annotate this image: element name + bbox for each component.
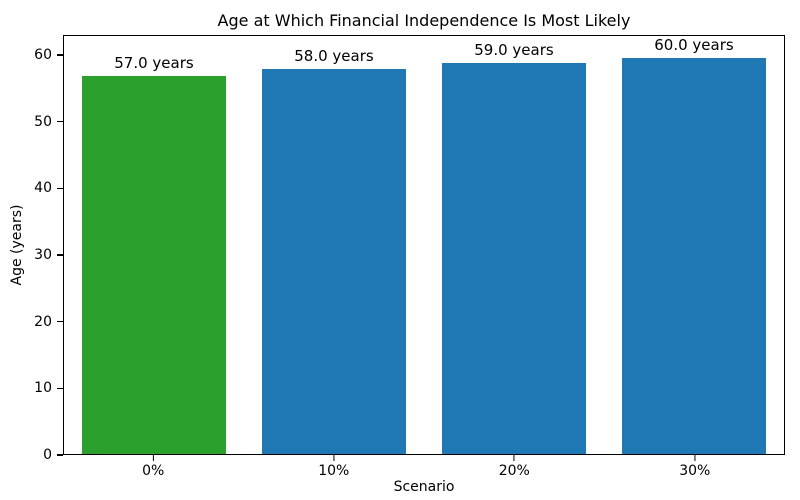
bar-value-label: 57.0 years — [114, 53, 194, 72]
y-tick-label: 20 — [34, 313, 52, 330]
x-tick-mark — [694, 455, 696, 461]
x-tick-label: 20% — [498, 463, 530, 479]
bar-plot: 57.0 years 58.0 years 59.0 years 60.0 ye… — [64, 36, 784, 454]
y-tick: 40 — [34, 180, 63, 196]
y-tick-mark — [57, 187, 63, 189]
bar-value-label: 60.0 years — [654, 36, 734, 54]
x-axis-label: Scenario — [393, 479, 455, 495]
y-tick-label: 30 — [34, 247, 52, 263]
x-tick-mark — [333, 455, 335, 461]
bar — [82, 75, 226, 454]
x-tick: 20% — [499, 455, 530, 479]
y-tick-mark — [57, 121, 63, 123]
y-tick: 50 — [34, 114, 63, 130]
x-tick-mark — [513, 455, 515, 461]
bar — [622, 58, 766, 454]
y-axis: 0 10 20 30 40 50 60 — [0, 35, 63, 463]
bar-group-10-percent: 58.0 years — [244, 36, 424, 454]
x-tick-label: 0% — [142, 463, 165, 479]
y-tick: 0 — [43, 447, 63, 463]
y-tick-label: 0 — [43, 447, 52, 463]
y-tick-label: 50 — [34, 113, 52, 130]
y-tick-label: 10 — [34, 380, 52, 397]
chart-title: Age at Which Financial Independence Is M… — [217, 11, 631, 30]
bar-value-label: 59.0 years — [474, 40, 554, 59]
bar-group-20-percent: 59.0 years — [424, 36, 604, 454]
y-tick-mark — [57, 321, 63, 323]
y-tick-label: 40 — [34, 180, 52, 197]
bar — [262, 69, 406, 454]
y-tick-label: 60 — [34, 47, 52, 63]
bar-group-30-percent: 60.0 years — [604, 36, 784, 454]
bar-group-0-percent: 57.0 years — [64, 36, 244, 454]
x-tick-mark — [152, 455, 154, 461]
x-tick-label: 10% — [318, 463, 350, 479]
y-tick-mark — [57, 454, 63, 456]
y-tick-mark — [57, 54, 63, 56]
y-tick-mark — [57, 254, 63, 256]
x-tick-label: 30% — [679, 463, 711, 479]
x-tick: 30% — [679, 455, 710, 479]
y-tick-mark — [57, 387, 63, 389]
y-tick: 20 — [34, 314, 63, 330]
y-tick: 60 — [34, 47, 63, 63]
x-tick: 0% — [142, 455, 164, 479]
bar — [442, 62, 586, 454]
x-axis: 0% 10% 20% 30% — [63, 455, 785, 481]
y-tick: 30 — [34, 247, 63, 263]
bar-value-label: 58.0 years — [294, 47, 374, 66]
y-tick: 10 — [34, 380, 63, 396]
plot-area: 57.0 years 58.0 years 59.0 years 60.0 ye… — [63, 35, 785, 455]
x-tick: 10% — [318, 455, 349, 479]
